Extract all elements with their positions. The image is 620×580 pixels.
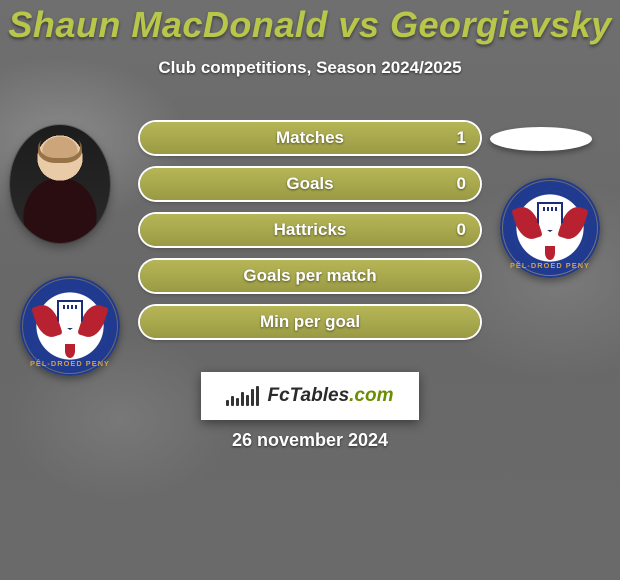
fctables-prefix: Fc [267,385,289,406]
stat-row-matches: Matches 1 [140,122,480,154]
stat-row-hattricks: Hattricks 0 [140,214,480,246]
stat-label: Hattricks [274,220,347,240]
comparison-date: 26 november 2024 [0,430,620,451]
vs-separator: vs [338,4,379,45]
stat-right-value: 0 [457,220,466,240]
stat-label: Matches [276,128,344,148]
fctables-bars-icon [226,386,259,406]
fctables-text: FcTables.com [267,385,393,407]
fctables-watermark: FcTables.com [201,372,419,420]
stat-row-goals-per-match: Goals per match [140,260,480,292]
stats-container: Matches 1 Goals 0 Hattricks 0 Goals per … [140,122,480,352]
comparison-title: Shaun MacDonald vs Georgievsky [0,0,620,46]
player2-photo-placeholder [490,127,592,151]
player1-club-crest: PÊL-DROED PENY [20,276,120,376]
player2-club-crest: PÊL-DROED PENY [500,178,600,278]
stat-right-value: 1 [457,128,466,148]
stat-label: Goals per match [243,266,376,286]
stat-label: Goals [286,174,333,194]
stat-label: Min per goal [260,312,360,332]
crest-arc-text: PÊL-DROED PENY [498,263,603,270]
crest-arc-text: PÊL-DROED PENY [18,361,123,368]
stat-row-goals: Goals 0 [140,168,480,200]
competition-subtitle: Club competitions, Season 2024/2025 [0,58,620,78]
player1-photo [10,125,110,243]
player1-name: Shaun MacDonald [8,4,328,45]
fctables-suffix: .com [349,385,393,406]
player2-name: Georgievsky [390,4,612,45]
fctables-mid: Tables [290,385,350,406]
stat-right-value: 0 [457,174,466,194]
stat-row-min-per-goal: Min per goal [140,306,480,338]
